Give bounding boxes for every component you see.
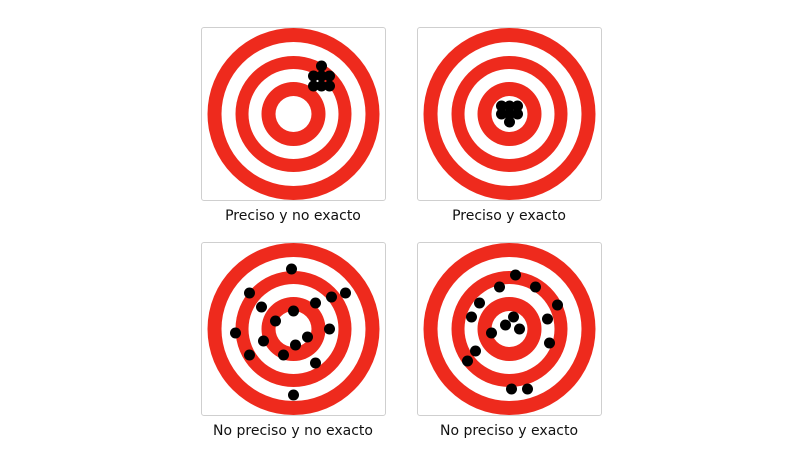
shot-mark [258, 335, 269, 347]
bullseye-center [491, 311, 528, 347]
target-panel-3 [201, 242, 386, 416]
shot-mark [278, 349, 289, 361]
shot-mark [326, 291, 337, 303]
shot-mark [522, 383, 533, 395]
caption-4: No preciso y exacto [439, 423, 579, 439]
bullseye-center [275, 96, 312, 132]
shot-mark [308, 70, 319, 82]
shot-mark [270, 315, 281, 327]
shot-mark [504, 116, 515, 128]
shot-mark [530, 281, 541, 293]
shot-mark [288, 389, 299, 401]
caption-1: Preciso y no exacto [225, 208, 361, 224]
shot-mark [308, 80, 319, 92]
shot-mark [324, 70, 335, 82]
shot-mark [316, 60, 327, 72]
shot-mark [506, 383, 517, 395]
shot-mark [512, 108, 523, 120]
shot-mark [474, 297, 485, 309]
target-panel-1 [201, 27, 386, 201]
shot-mark [340, 287, 351, 299]
shot-mark [504, 108, 515, 120]
shot-mark [316, 70, 327, 82]
shot-mark [508, 311, 519, 323]
shot-mark [310, 357, 321, 369]
shot-mark [286, 263, 297, 275]
shot-mark [552, 299, 563, 311]
shot-mark [486, 327, 497, 339]
shot-mark [230, 327, 241, 339]
shot-mark [466, 311, 477, 323]
shot-mark [510, 269, 521, 281]
target-diagram-4 [423, 243, 596, 415]
shot-mark [302, 331, 313, 343]
target-diagram-2 [423, 28, 596, 200]
shot-mark [310, 297, 321, 309]
shot-mark [316, 80, 327, 92]
shot-mark [288, 305, 299, 317]
shot-mark [290, 339, 301, 351]
shot-mark [244, 349, 255, 361]
shot-mark [324, 80, 335, 92]
shot-mark [504, 100, 515, 112]
shot-mark [514, 323, 525, 335]
shot-mark [542, 313, 553, 325]
target-panel-4 [417, 242, 602, 416]
shot-mark [494, 281, 505, 293]
shot-mark [496, 100, 507, 112]
target-diagram-1 [207, 28, 380, 200]
shot-mark [462, 355, 473, 367]
shot-mark [244, 287, 255, 299]
shot-mark [470, 345, 481, 357]
target-panel-2 [417, 27, 602, 201]
target-diagram-3 [207, 243, 380, 415]
caption-2: Preciso y exacto [452, 208, 566, 224]
caption-3: No preciso y no exacto [213, 423, 373, 439]
shot-mark [256, 301, 267, 313]
shot-mark [496, 108, 507, 120]
shot-mark [544, 337, 555, 349]
shot-mark [500, 319, 511, 331]
shot-mark [512, 100, 523, 112]
shot-mark [324, 323, 335, 335]
